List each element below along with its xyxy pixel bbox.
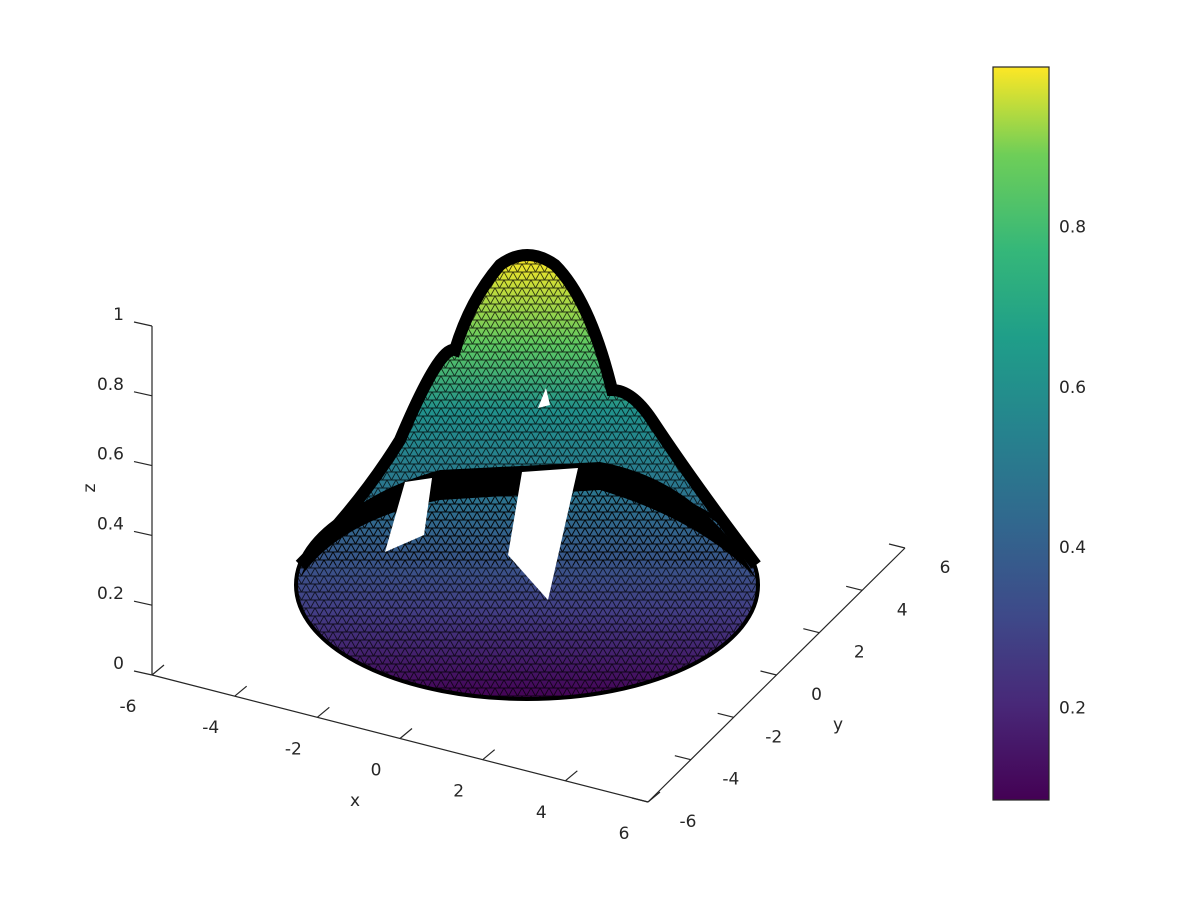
surface bbox=[294, 249, 761, 701]
z-tick bbox=[133, 461, 153, 467]
x-tick bbox=[151, 664, 165, 676]
colorbar-tick-label: 0.2 bbox=[1059, 699, 1086, 719]
z-tick-label: 0.4 bbox=[97, 514, 124, 534]
x-tick-label: 0 bbox=[371, 761, 382, 781]
colorbar bbox=[992, 66, 1050, 801]
z-tick-label: 0.8 bbox=[97, 375, 124, 395]
x-tick bbox=[647, 791, 661, 803]
z-axis-label: z bbox=[80, 483, 100, 492]
y-tick bbox=[888, 543, 906, 549]
z-tick bbox=[133, 391, 153, 397]
z-tick bbox=[133, 321, 153, 327]
axes: -6 -4 -2 0 2 4 6 -6 -4 -2 0 2 4 6 0 0.2 0.4 0.6 0.8 1 0.2 0.4… bbox=[97, 217, 1086, 844]
y-tick bbox=[846, 585, 863, 591]
x-tick bbox=[234, 685, 248, 697]
y-tick bbox=[760, 670, 777, 676]
x-tick bbox=[399, 728, 413, 739]
x-tick-label: 4 bbox=[536, 803, 547, 823]
y-tick-label: 6 bbox=[940, 558, 951, 578]
x-tick-label: 6 bbox=[619, 824, 630, 844]
y-tick-label: -2 bbox=[765, 727, 782, 747]
y-tick-label: 0 bbox=[811, 685, 822, 705]
z-tick-label: 0 bbox=[113, 654, 124, 674]
colorbar-tick-label: 0.4 bbox=[1059, 538, 1086, 558]
z-tick bbox=[133, 600, 153, 606]
y-tick bbox=[803, 628, 820, 634]
z-tick-label: 0.6 bbox=[97, 445, 124, 465]
y-axis-label: y bbox=[833, 715, 843, 735]
z-tick-label: 0.2 bbox=[97, 584, 124, 604]
x-tick bbox=[316, 706, 330, 718]
x-tick bbox=[482, 749, 496, 761]
x-axis-label: x bbox=[350, 791, 360, 811]
x-tick-label: -4 bbox=[202, 718, 219, 738]
x-tick-label: -6 bbox=[120, 697, 137, 717]
y-tick-label: 2 bbox=[854, 643, 865, 663]
y-tick bbox=[674, 755, 691, 761]
y-tick bbox=[717, 712, 734, 718]
y-tick-label: 4 bbox=[897, 600, 908, 620]
x-tick bbox=[564, 770, 578, 782]
y-tick-label: -4 bbox=[722, 770, 739, 790]
z-tick-label: 1 bbox=[113, 305, 124, 325]
x-tick-label: 2 bbox=[453, 782, 464, 802]
x-tick-label: -2 bbox=[285, 739, 302, 759]
y-tick-label: -6 bbox=[680, 812, 697, 832]
colorbar-tick-label: 0.6 bbox=[1059, 378, 1086, 398]
z-tick bbox=[133, 530, 153, 536]
z-tick bbox=[133, 670, 153, 676]
y-tick bbox=[631, 797, 649, 803]
colorbar-tick-label: 0.8 bbox=[1059, 217, 1086, 237]
